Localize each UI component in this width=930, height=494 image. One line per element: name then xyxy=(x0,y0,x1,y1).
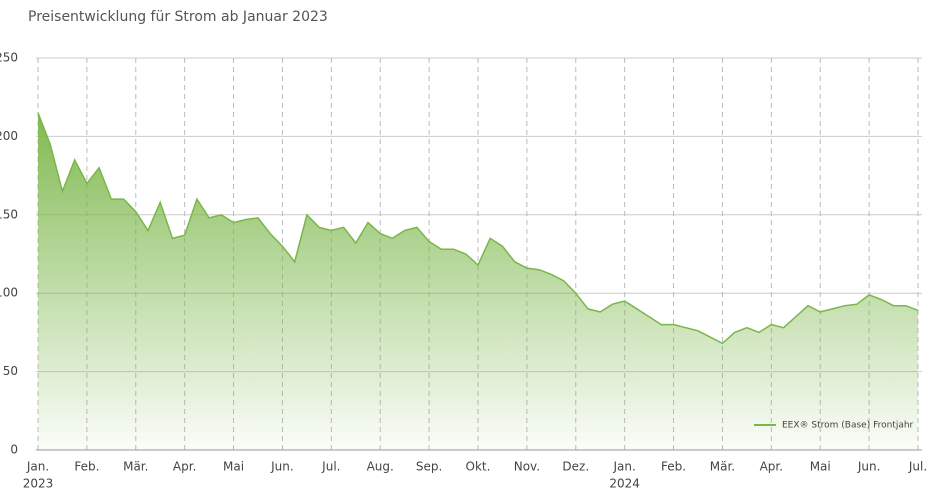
x-tick-label: Mai xyxy=(810,460,831,474)
y-tick-label: 150 xyxy=(0,207,18,221)
x-tick-label: Feb. xyxy=(74,460,99,474)
x-tick-label: Feb. xyxy=(661,460,686,474)
x-tick-label: Okt. xyxy=(466,460,491,474)
x-tick-label: Apr. xyxy=(173,460,196,474)
y-tick-label: 250 xyxy=(0,51,18,65)
x-tick-label: Jan. xyxy=(26,460,49,474)
y-tick-label: 50 xyxy=(3,364,18,378)
x-tick-label: Aug. xyxy=(367,460,394,474)
x-tick-label: Jan. xyxy=(613,460,636,474)
chart-title: Preisentwicklung für Strom ab Januar 202… xyxy=(28,9,328,25)
x-tick-label: Apr. xyxy=(760,460,783,474)
x-tick-label: Mär. xyxy=(123,460,148,474)
x-tick-label: Dez. xyxy=(562,460,589,474)
y-tick-label: 0 xyxy=(10,443,18,457)
x-tick-label: Jun. xyxy=(270,460,294,474)
x-tick-label: Jun. xyxy=(857,460,881,474)
legend-label: EEX® Strom (Base) Frontjahr xyxy=(782,421,914,431)
x-tick-label: Mär. xyxy=(710,460,735,474)
year-label: 2024 xyxy=(609,477,640,491)
line xyxy=(37,112,919,345)
y-tick-label: 200 xyxy=(0,129,18,143)
x-tick-label: Jul. xyxy=(321,460,340,474)
x-tick-label: Mai xyxy=(223,460,244,474)
year-label: 2023 xyxy=(23,477,54,491)
x-tick-label: Jul. xyxy=(908,460,927,474)
x-tick-label: Nov. xyxy=(514,460,540,474)
x-tick-label: Sep. xyxy=(416,460,442,474)
area-fill xyxy=(38,112,918,451)
y-tick-label: 100 xyxy=(0,286,18,300)
